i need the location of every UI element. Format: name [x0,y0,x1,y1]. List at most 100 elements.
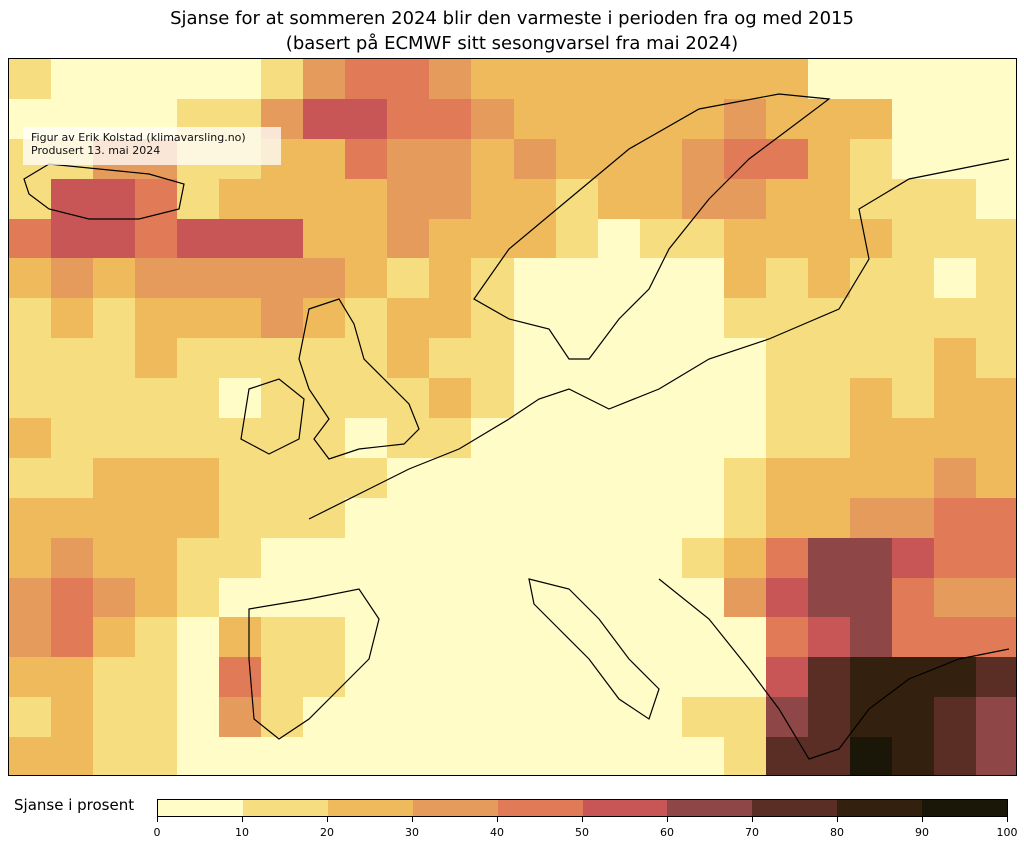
grid-cell [387,617,429,657]
grid-cell [892,617,934,657]
grid-cell [808,538,850,578]
grid-cell [429,179,471,219]
colorbar-segment [667,800,753,816]
grid-cell [51,418,93,458]
grid-cell [9,737,51,775]
colorbar-tick-label: 60 [660,826,674,839]
grid-cell [514,697,556,737]
grid-cell [303,258,345,298]
grid-cell [808,258,850,298]
grid-cell [303,298,345,338]
grid-cell [51,538,93,578]
grid-cell [934,578,976,617]
grid-cell [850,617,892,657]
grid-cell [892,99,934,139]
colorbar-tick-label: 0 [153,826,161,839]
grid-cell [808,219,850,258]
grid-cell [9,338,51,378]
grid-cell [261,578,303,617]
colorbar-label: Sjanse i prosent [14,796,135,814]
grid-cell [261,378,303,418]
grid-cell [303,458,345,498]
grid-cell [724,378,766,418]
grid-cell [387,298,429,338]
grid-cell [808,179,850,219]
grid-cell [808,418,850,458]
grid-cell [850,538,892,578]
grid-cell [640,538,682,578]
grid-cell [766,179,808,219]
grid-cell [556,298,598,338]
grid-cell [766,418,808,458]
grid-cell [724,578,766,617]
grid-cell [177,538,219,578]
grid-cell [976,498,1016,538]
grid-cell [682,219,724,258]
colorbar-tick-mark [837,817,838,822]
grid-cell [135,258,177,298]
grid-cell [261,538,303,578]
grid-cell [51,179,93,219]
grid-cell [135,538,177,578]
grid-cell [766,458,808,498]
grid-cell [724,258,766,298]
grid-cell [976,179,1016,219]
grid-cell [724,617,766,657]
grid-cell [387,538,429,578]
grid-cell [429,418,471,458]
grid-cell [429,338,471,378]
grid-cell [808,298,850,338]
grid-cell [345,179,387,219]
grid-cell [471,578,514,617]
grid-cell [261,657,303,697]
grid-cell [429,99,471,139]
grid-cell [640,179,682,219]
grid-cell [598,697,640,737]
credit-date: Produsert 13. mai 2024 [31,144,161,157]
grid-cell [219,617,261,657]
grid-cell [556,378,598,418]
grid-cell [471,737,514,775]
grid-cell [808,99,850,139]
grid-cell [808,578,850,617]
grid-cell [261,258,303,298]
grid-cell [808,458,850,498]
grid-cell [471,59,514,99]
grid-cell [51,578,93,617]
colorbar-segment [412,800,498,816]
grid-cell [219,59,261,99]
grid-cell [514,538,556,578]
grid-cell [429,258,471,298]
grid-cell [640,99,682,139]
colorbar-segment [752,800,838,816]
colorbar-tick-label: 40 [490,826,504,839]
grid-cell [892,458,934,498]
grid-cell [934,179,976,219]
grid-cell [976,697,1016,737]
grid-cell [387,179,429,219]
grid-cell [808,378,850,418]
grid-cell [850,578,892,617]
grid-cell [429,139,471,179]
grid-cell [682,737,724,775]
grid-cell [808,59,850,99]
grid-cell [934,378,976,418]
grid-cell [556,179,598,219]
grid-cell [387,697,429,737]
grid-cell [9,378,51,418]
grid-cell [850,338,892,378]
grid-cell [640,578,682,617]
grid-cell [429,538,471,578]
grid-cell [766,338,808,378]
grid-cell [850,458,892,498]
grid-cell [387,418,429,458]
grid-cell [556,219,598,258]
grid-cell [9,258,51,298]
grid-cell [9,657,51,697]
grid-cell [766,617,808,657]
grid-cell [556,338,598,378]
grid-cell [219,418,261,458]
grid-cell [556,737,598,775]
grid-cell [387,378,429,418]
colorbar-segment [158,800,243,816]
